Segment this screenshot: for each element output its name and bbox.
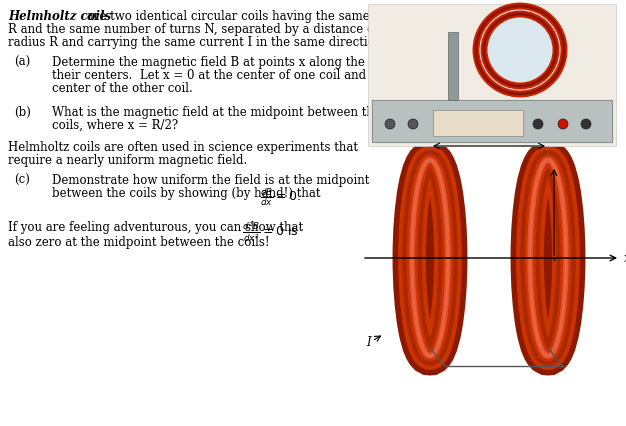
- Text: also zero at the midpoint between the coils!: also zero at the midpoint between the co…: [8, 236, 270, 249]
- Text: require a nearly uniform magnetic field.: require a nearly uniform magnetic field.: [8, 154, 247, 167]
- Circle shape: [533, 119, 543, 129]
- Text: Helmholtz coils are often used in science experiments that: Helmholtz coils are often used in scienc…: [8, 141, 358, 154]
- Ellipse shape: [514, 160, 582, 356]
- Text: I: I: [366, 336, 371, 348]
- Text: coils, where x = R/2?: coils, where x = R/2?: [52, 119, 178, 132]
- Bar: [368, 4, 616, 146]
- Text: R: R: [485, 127, 493, 140]
- Text: R: R: [560, 202, 569, 216]
- Text: $\frac{dB}{dx} = 0.$: $\frac{dB}{dx} = 0.$: [260, 186, 301, 208]
- Bar: [433, 110, 523, 136]
- Circle shape: [408, 119, 418, 129]
- Text: Helmholtz coils: Helmholtz coils: [8, 10, 111, 23]
- Text: Determine the magnetic field B at points x along the line joining: Determine the magnetic field B at points…: [52, 56, 435, 69]
- Text: Demonstrate how uniform the field is at the midpoint: Demonstrate how uniform the field is at …: [52, 174, 369, 187]
- Text: If you are feeling adventurous, you can show that: If you are feeling adventurous, you can …: [8, 221, 303, 234]
- Text: R and the same number of turns N, separated by a distance equal to the: R and the same number of turns N, separa…: [8, 23, 438, 36]
- Text: between the coils by showing (by hand!) that: between the coils by showing (by hand!) …: [52, 187, 321, 200]
- Text: (c): (c): [14, 174, 30, 187]
- Text: are two identical circular coils having the same radius: are two identical circular coils having …: [83, 10, 411, 23]
- Text: radius R and carrying the same current I in the same direction.: radius R and carrying the same current I…: [8, 36, 386, 49]
- Bar: [448, 32, 458, 100]
- Text: $\frac{d^{2}B}{dx^{2}} = 0$ is: $\frac{d^{2}B}{dx^{2}} = 0$ is: [242, 220, 299, 244]
- Text: x: x: [624, 251, 626, 265]
- Circle shape: [385, 119, 395, 129]
- Text: their centers.  Let x = 0 at the center of one coil and x = R at the: their centers. Let x = 0 at the center o…: [52, 69, 441, 82]
- Circle shape: [581, 119, 591, 129]
- Bar: [372, 100, 612, 142]
- Circle shape: [558, 119, 568, 129]
- Ellipse shape: [396, 160, 464, 356]
- Text: What is the magnetic field at the midpoint between the: What is the magnetic field at the midpoi…: [52, 106, 381, 119]
- Text: (b): (b): [14, 106, 31, 119]
- Circle shape: [480, 10, 560, 90]
- Bar: [372, 100, 612, 142]
- Text: (a): (a): [14, 56, 30, 69]
- Text: center of the other coil.: center of the other coil.: [52, 82, 193, 95]
